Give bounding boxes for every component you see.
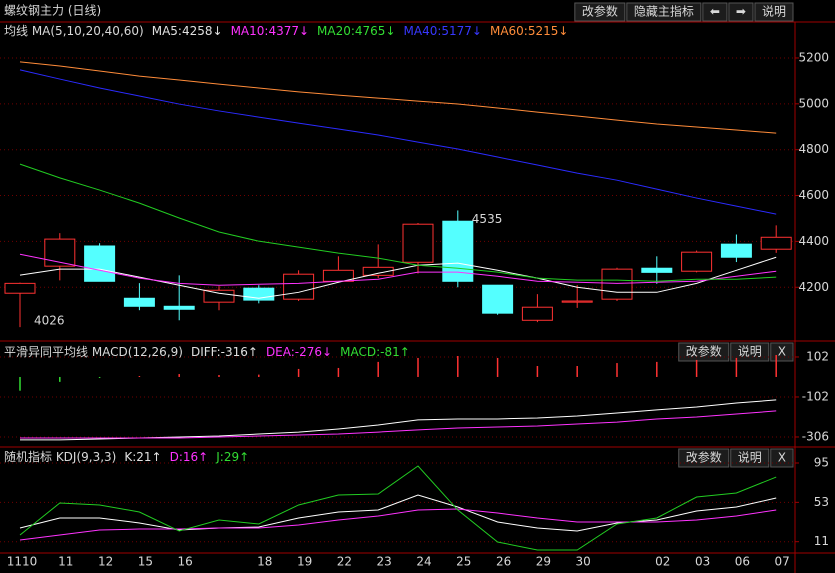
indicator-line bbox=[20, 399, 777, 441]
x-tick-label: 06 bbox=[735, 555, 750, 569]
indicator-label: J:29↑ bbox=[215, 450, 249, 464]
candle-body bbox=[44, 238, 76, 267]
x-tick-label: 26 bbox=[496, 555, 511, 569]
indicator-label: DIFF:-316↑ bbox=[191, 345, 258, 359]
indicator-line bbox=[19, 253, 777, 286]
button-label[interactable]: ⬅ bbox=[710, 5, 720, 19]
panel-header: 均线 MA(5,10,20,40,60) MA5:4258↓ MA10:4377↓ M… bbox=[4, 24, 568, 38]
x-tick-label: 23 bbox=[377, 555, 392, 569]
candle-body bbox=[720, 243, 752, 258]
x-tick-label: 19 bbox=[297, 555, 312, 569]
button-label[interactable]: 说明 bbox=[762, 4, 786, 19]
y-tick-label: 11 bbox=[814, 534, 829, 548]
indicator-label: MA5:4258↓ bbox=[152, 24, 223, 38]
button-label[interactable]: X bbox=[778, 451, 786, 465]
button-label[interactable]: 说明 bbox=[738, 450, 762, 465]
indicator-label: MA60:5215↓ bbox=[490, 24, 568, 38]
y-tick-label: 5200 bbox=[798, 50, 829, 64]
candle-body bbox=[362, 266, 394, 276]
button-label[interactable]: 改参数 bbox=[686, 344, 722, 359]
indicator-label: D:16↑ bbox=[170, 450, 209, 464]
button-label[interactable]: 改参数 bbox=[686, 450, 722, 465]
x-tick-label: 29 bbox=[536, 555, 551, 569]
candle-body bbox=[163, 305, 195, 310]
candle-body bbox=[521, 306, 553, 321]
panel-title: 随机指标 KDJ(9,3,3) bbox=[4, 449, 116, 464]
candle-body bbox=[601, 268, 633, 300]
candle-body bbox=[482, 284, 514, 314]
x-tick-label: 24 bbox=[416, 555, 431, 569]
panel-title: 均线 MA(5,10,20,40,60) bbox=[4, 24, 144, 38]
candle-body bbox=[203, 289, 235, 303]
x-tick-label: 11 bbox=[58, 555, 73, 569]
candle-body bbox=[243, 287, 275, 301]
y-tick-label: 102 bbox=[806, 349, 829, 363]
candle-body bbox=[681, 251, 713, 272]
y-tick-label: -102 bbox=[802, 389, 829, 403]
price-annotation: 4535 bbox=[472, 212, 503, 226]
button[interactable] bbox=[728, 2, 754, 22]
candle-body bbox=[4, 282, 36, 294]
button-label[interactable]: 说明 bbox=[738, 344, 762, 359]
panel-header: 平滑异同平均线 MACD(12,26,9) DIFF:-316↑ DEA:-276↓… bbox=[4, 345, 410, 359]
price-annotation: 4026 bbox=[34, 314, 65, 328]
button[interactable] bbox=[626, 2, 702, 22]
y-tick-label: 95 bbox=[814, 455, 829, 469]
indicator-label: DEA:-276↓ bbox=[266, 345, 332, 359]
panel-header: 随机指标 KDJ(9,3,3) K:21↑ D:16↑ J:29↑ bbox=[4, 449, 249, 464]
x-tick-label: 03 bbox=[695, 555, 710, 569]
x-tick-label: 16 bbox=[178, 555, 193, 569]
y-tick-label: 5000 bbox=[798, 96, 829, 110]
indicator-label: MA10:4377↓ bbox=[231, 24, 309, 38]
button-label[interactable]: ➡ bbox=[736, 5, 746, 19]
x-tick-label: 07 bbox=[775, 555, 790, 569]
indicator-line bbox=[19, 256, 777, 299]
x-tick-label: 18 bbox=[257, 555, 272, 569]
candle-body bbox=[402, 223, 434, 263]
indicator-line bbox=[19, 163, 777, 282]
button[interactable] bbox=[754, 2, 794, 22]
indicator-label: MA20:4765↓ bbox=[317, 24, 395, 38]
indicator-line bbox=[19, 61, 777, 134]
chart-title: 螺纹钢主力 (日线) bbox=[4, 4, 101, 18]
button-label[interactable]: X bbox=[778, 345, 786, 359]
candle-body bbox=[123, 297, 155, 307]
x-tick-label: 02 bbox=[655, 555, 670, 569]
indicator-line bbox=[19, 465, 777, 551]
panel-title: 平滑异同平均线 MACD(12,26,9) bbox=[4, 345, 183, 359]
x-tick-label: 25 bbox=[456, 555, 471, 569]
y-tick-label: 4800 bbox=[798, 142, 829, 156]
button-label[interactable]: 改参数 bbox=[582, 4, 618, 19]
candle-body bbox=[561, 300, 593, 303]
indicator-label: K:21↑ bbox=[124, 450, 161, 464]
button-label[interactable]: 隐藏主指标 bbox=[634, 4, 694, 19]
candle-body bbox=[641, 267, 673, 273]
y-tick-label: -306 bbox=[802, 429, 829, 443]
indicator-line bbox=[19, 494, 777, 532]
candle-body bbox=[84, 245, 116, 282]
button[interactable] bbox=[574, 2, 626, 22]
button[interactable] bbox=[702, 2, 728, 22]
x-tick-label: 30 bbox=[576, 555, 591, 569]
y-tick-label: 4600 bbox=[798, 188, 829, 202]
candle-body bbox=[283, 273, 315, 300]
x-tick-label: 1110 bbox=[7, 555, 38, 569]
y-tick-label: 53 bbox=[814, 495, 829, 509]
indicator-line bbox=[19, 508, 777, 541]
x-tick-label: 15 bbox=[138, 555, 153, 569]
indicator-line bbox=[19, 69, 777, 215]
indicator-label: MA40:5177↓ bbox=[404, 24, 482, 38]
candle-body bbox=[442, 220, 474, 282]
indicator-label: MACD:-81↑ bbox=[340, 345, 410, 359]
indicator-line bbox=[20, 410, 777, 439]
y-tick-label: 4200 bbox=[798, 280, 829, 294]
x-tick-label: 22 bbox=[337, 555, 352, 569]
x-tick-label: 12 bbox=[98, 555, 113, 569]
y-tick-label: 4400 bbox=[798, 234, 829, 248]
candle-body bbox=[760, 236, 792, 250]
